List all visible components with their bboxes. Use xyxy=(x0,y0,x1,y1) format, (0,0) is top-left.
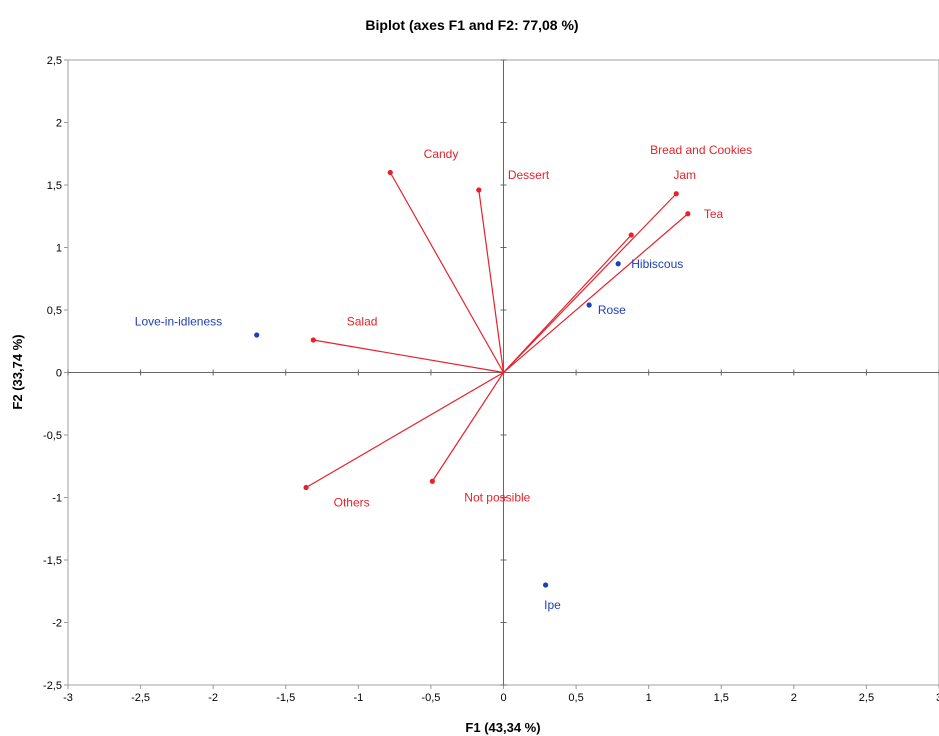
y-tick-label: -2 xyxy=(52,618,62,630)
variable-label: Dessert xyxy=(508,168,550,182)
observation-point xyxy=(586,302,592,308)
variable-vectors: Candy Dessert Bread and Cookies Jam Tea Salad… xyxy=(303,143,752,510)
y-tick-label: -1 xyxy=(52,493,62,505)
variable-vector-tip xyxy=(387,169,393,176)
variable-vector-line xyxy=(389,172,505,373)
variable-label: Salad xyxy=(347,314,378,328)
x-tick-label: -3 xyxy=(63,692,73,704)
x-tick-label: -1,5 xyxy=(276,692,295,704)
y-tick-label: 2 xyxy=(56,118,62,130)
y-tick-label: 2,5 xyxy=(47,55,62,67)
y-tick-label: -2,5 xyxy=(43,680,62,692)
x-tick-label: -0,5 xyxy=(421,692,440,704)
tick-labels: -3-2,5-2-1,5-1-0,500,511,522,53-2,5-2-1,… xyxy=(43,55,939,704)
observation-point xyxy=(615,261,621,267)
y-tick-label: -0,5 xyxy=(43,430,62,442)
variable-label: Not possible xyxy=(464,491,530,505)
variable-label: Candy xyxy=(424,147,459,161)
variable-label: Jam xyxy=(673,168,696,182)
variable-vector-line xyxy=(478,189,505,373)
observation-label: Rose xyxy=(598,303,626,317)
x-tick-label: 2,5 xyxy=(859,692,874,704)
variable-vector-tip xyxy=(673,191,679,197)
variable-vector-tip xyxy=(685,211,691,217)
variable-vector-line xyxy=(431,372,505,482)
y-axis-title: F2 (33,74 %) xyxy=(10,334,25,409)
y-tick-label: 0 xyxy=(56,368,62,380)
y-tick-label: 1 xyxy=(56,243,62,255)
observation-label: Hibiscous xyxy=(631,257,683,271)
x-tick-label: 3 xyxy=(936,692,939,704)
variable-vector-line xyxy=(503,193,677,373)
y-tick-label: 1,5 xyxy=(47,180,62,192)
variable-vector-line xyxy=(503,213,689,373)
variable-vector-line xyxy=(313,339,504,374)
x-tick-label: 1,5 xyxy=(714,692,729,704)
variable-vector-tip xyxy=(303,484,309,491)
observation-points: Love-in-idleness Hibiscous Rose Ipe xyxy=(135,257,684,612)
x-tick-label: 1 xyxy=(646,692,652,704)
variable-label: Others xyxy=(334,496,370,510)
x-tick-label: -2 xyxy=(208,692,218,704)
variable-label: Tea xyxy=(704,207,724,221)
observation-label: Ipe xyxy=(544,598,561,612)
y-tick-label: 0,5 xyxy=(47,305,62,317)
x-tick-label: -1 xyxy=(353,692,363,704)
x-axis-title: F1 (43,34 %) xyxy=(465,720,540,735)
variable-vector-line xyxy=(503,234,632,373)
variable-vector-tip xyxy=(429,478,435,484)
variable-vector-tip xyxy=(310,337,316,343)
variable-vector-tip xyxy=(476,187,482,193)
variable-vector-tip xyxy=(628,232,634,238)
x-tick-label: -2,5 xyxy=(131,692,150,704)
variable-vector-line xyxy=(305,371,504,489)
x-tick-label: 2 xyxy=(791,692,797,704)
observation-point xyxy=(254,332,260,338)
observation-label: Love-in-idleness xyxy=(135,314,222,328)
observation-point xyxy=(542,582,549,588)
x-tick-label: 0 xyxy=(500,692,506,704)
variable-label: Bread and Cookies xyxy=(650,143,752,157)
x-tick-label: 0,5 xyxy=(568,692,583,704)
y-tick-label: -1,5 xyxy=(43,555,62,567)
chart-title: Biplot (axes F1 and F2: 77,08 %) xyxy=(365,17,578,33)
